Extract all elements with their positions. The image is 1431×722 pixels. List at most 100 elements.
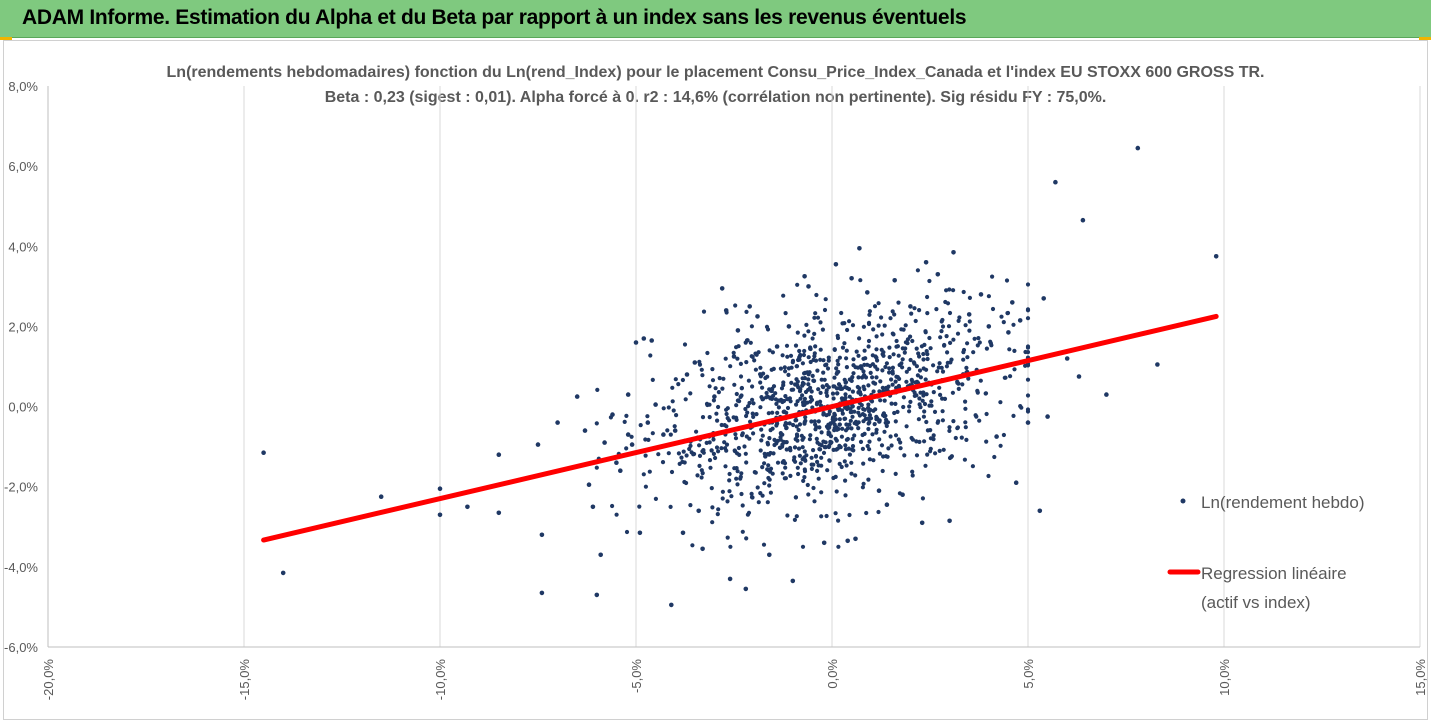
data-point	[714, 445, 720, 450]
data-point	[919, 344, 925, 349]
data-point	[860, 446, 866, 451]
data-point	[713, 455, 718, 461]
data-point	[814, 425, 819, 430]
data-point	[959, 435, 964, 440]
data-point	[843, 478, 848, 483]
data-point	[807, 437, 813, 442]
data-point	[716, 449, 721, 454]
data-point	[735, 469, 740, 474]
data-point	[622, 419, 627, 424]
data-point	[808, 433, 813, 438]
data-point	[977, 418, 982, 423]
data-point	[921, 414, 927, 419]
data-point	[722, 440, 727, 445]
data-point	[788, 353, 794, 358]
data-point	[870, 362, 876, 367]
data-point	[871, 408, 876, 413]
data-point	[707, 458, 713, 463]
data-point	[928, 428, 933, 433]
data-point	[830, 391, 836, 396]
data-point	[688, 443, 693, 448]
data-point	[710, 378, 716, 383]
data-point	[772, 442, 777, 448]
data-point	[826, 355, 831, 360]
data-point	[796, 446, 802, 451]
data-point	[888, 316, 893, 321]
data-point	[754, 412, 759, 417]
data-point	[788, 448, 793, 453]
data-point	[786, 366, 792, 371]
data-point	[984, 439, 989, 444]
data-point	[849, 409, 854, 414]
data-point	[964, 365, 969, 370]
data-point	[864, 510, 869, 516]
data-point	[904, 424, 909, 429]
data-point	[843, 392, 848, 397]
data-point	[955, 425, 961, 430]
data-point	[904, 369, 909, 374]
data-point	[707, 384, 712, 389]
data-point	[1037, 508, 1043, 514]
data-point	[820, 384, 825, 389]
data-point	[739, 393, 744, 398]
legend-line-label-2: (actif vs index)	[1201, 593, 1311, 612]
data-point	[780, 353, 785, 358]
data-point	[925, 311, 930, 316]
data-point	[810, 373, 815, 378]
data-point	[814, 292, 819, 298]
data-point	[744, 536, 749, 541]
data-point	[856, 353, 861, 358]
data-point	[986, 294, 992, 299]
data-point	[892, 410, 897, 416]
data-point	[893, 471, 898, 476]
data-point	[684, 480, 689, 486]
data-point	[727, 576, 733, 582]
data-point	[666, 405, 671, 410]
data-point	[835, 358, 840, 363]
data-point	[887, 345, 892, 350]
corner-marker-left	[0, 37, 12, 40]
data-point	[610, 503, 615, 509]
data-point	[882, 398, 887, 403]
data-point	[843, 385, 848, 390]
data-point	[1007, 347, 1012, 352]
data-point	[1104, 392, 1109, 397]
data-point	[892, 312, 897, 317]
data-point	[849, 378, 854, 383]
data-point	[937, 361, 942, 366]
data-point	[856, 426, 861, 431]
data-point	[907, 409, 912, 414]
data-point	[865, 416, 871, 421]
data-point	[749, 491, 754, 496]
data-point	[555, 420, 560, 425]
data-point	[700, 415, 706, 420]
data-point	[862, 373, 867, 378]
data-point	[901, 327, 906, 332]
data-point	[765, 500, 770, 505]
data-point	[672, 424, 677, 429]
data-point	[853, 536, 858, 542]
data-point	[637, 504, 642, 509]
data-point	[280, 570, 286, 576]
legend: Ln(rendement hebdo) Regression linéaire (a…	[1167, 493, 1365, 612]
data-point	[826, 412, 832, 417]
data-point	[670, 385, 675, 390]
data-point	[838, 386, 844, 391]
data-point	[705, 350, 710, 356]
data-point	[739, 386, 744, 391]
data-point	[704, 440, 709, 445]
data-point	[595, 387, 600, 392]
data-point	[1011, 322, 1016, 327]
data-point	[827, 458, 832, 463]
data-point	[945, 301, 951, 306]
data-point	[764, 395, 769, 400]
data-point	[643, 453, 648, 458]
data-point	[699, 475, 704, 480]
data-point	[881, 454, 886, 459]
data-point	[888, 434, 893, 439]
data-point	[1045, 414, 1050, 419]
data-point	[806, 377, 811, 382]
data-point	[751, 431, 756, 436]
data-point	[860, 485, 866, 490]
data-point	[909, 311, 914, 316]
